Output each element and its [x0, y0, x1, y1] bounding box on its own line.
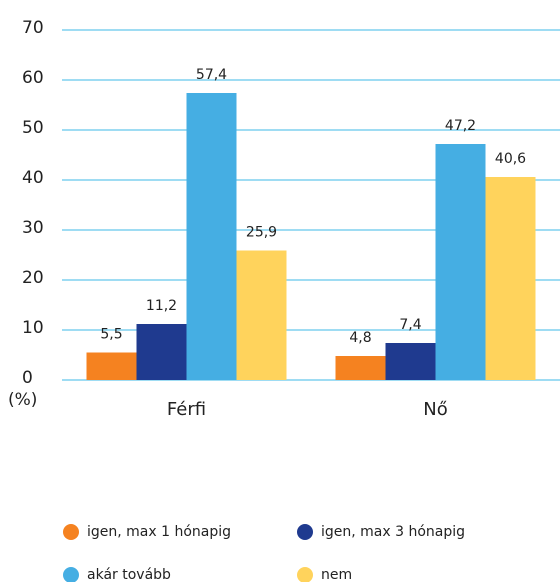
legend-label: nem	[321, 567, 352, 582]
bar	[435, 144, 486, 380]
bar	[186, 93, 237, 380]
legend-marker	[63, 524, 79, 540]
bar	[335, 356, 386, 380]
y-tick-label: 50	[22, 118, 44, 138]
y-tick-label: 60	[22, 68, 44, 88]
value-label: 4,8	[349, 330, 371, 346]
y-tick-label: 30	[22, 218, 44, 238]
value-label: 47,2	[445, 118, 476, 134]
y-tick-label: 0	[22, 368, 33, 388]
y-tick-label: 20	[22, 268, 44, 288]
value-label: 5,5	[100, 327, 122, 343]
y-axis-label: (%)	[8, 390, 37, 410]
legend-marker	[297, 524, 313, 540]
bar	[485, 177, 536, 380]
value-label: 57,4	[196, 67, 227, 83]
value-label: 7,4	[399, 317, 421, 333]
legend-label: igen, max 1 hónapig	[87, 524, 231, 540]
bar	[236, 250, 287, 380]
bar	[385, 343, 436, 380]
value-label: 11,2	[146, 298, 177, 314]
y-tick-label: 40	[22, 168, 44, 188]
value-label: 40,6	[495, 151, 526, 167]
y-tick-label: 70	[22, 18, 44, 38]
legend-marker	[297, 567, 313, 582]
legend-label: akár tovább	[87, 567, 171, 582]
bar	[136, 324, 187, 380]
value-label: 25,9	[246, 225, 277, 241]
x-tick-label: Nő	[423, 399, 447, 420]
y-tick-label: 10	[22, 318, 44, 338]
bar	[86, 352, 137, 380]
legend-marker	[63, 567, 79, 582]
x-tick-label: Férfi	[167, 399, 206, 420]
legend-label: igen, max 3 hónapig	[321, 524, 465, 540]
